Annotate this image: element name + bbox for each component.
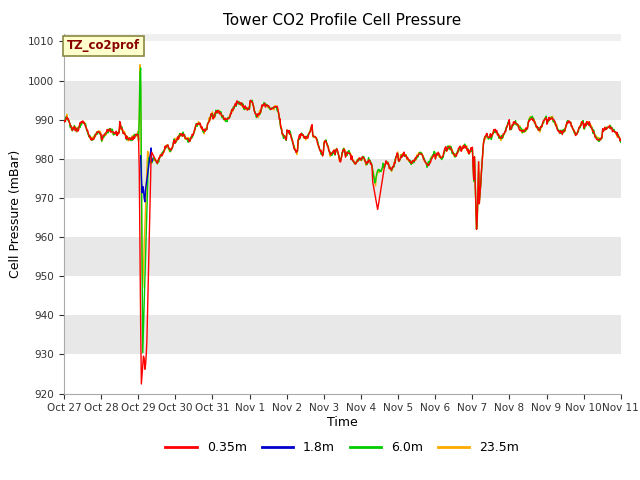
X-axis label: Time: Time	[327, 416, 358, 429]
Text: TZ_co2prof: TZ_co2prof	[67, 39, 140, 52]
Bar	[64, 81, 621, 120]
Bar	[64, 41, 621, 81]
Y-axis label: Cell Pressure (mBar): Cell Pressure (mBar)	[10, 149, 22, 278]
Bar	[64, 237, 621, 276]
Bar	[64, 120, 621, 159]
Title: Tower CO2 Profile Cell Pressure: Tower CO2 Profile Cell Pressure	[223, 13, 461, 28]
Bar	[64, 159, 621, 198]
Bar	[64, 354, 621, 394]
Bar	[64, 315, 621, 354]
Bar	[64, 198, 621, 237]
Legend: 0.35m, 1.8m, 6.0m, 23.5m: 0.35m, 1.8m, 6.0m, 23.5m	[161, 436, 524, 459]
Bar	[64, 276, 621, 315]
